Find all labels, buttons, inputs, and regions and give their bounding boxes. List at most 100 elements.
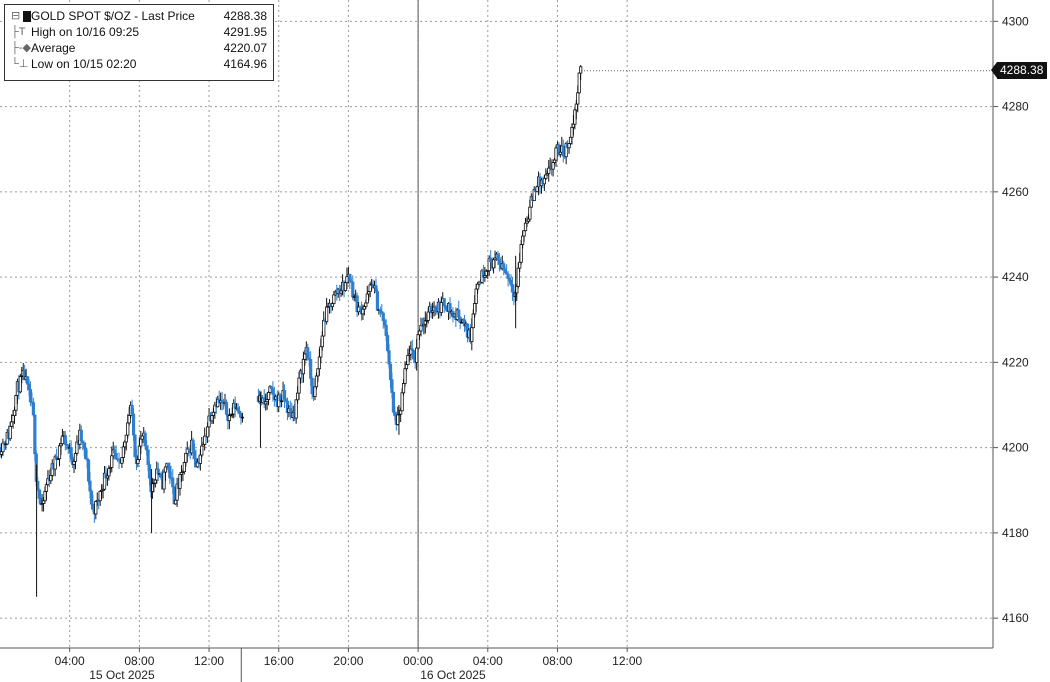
x-tick-label: 00:00 [403,654,433,668]
x-tick-label: 04:00 [473,654,503,668]
candle-body [84,447,88,460]
candle-body [542,177,546,185]
candle-body [114,452,118,460]
y-tick-label: 4220 [1002,355,1029,369]
candle-body [519,244,523,263]
collapse-icon[interactable]: ⊟ [11,8,31,24]
candle-body [306,347,310,359]
candle-body [391,392,396,413]
candle-body [551,162,555,170]
candle-body [576,92,580,105]
candle-body [60,435,65,445]
candle-body [120,457,124,464]
candle-body [33,414,37,455]
candle-body [140,435,144,440]
candle-body [127,414,131,424]
x-tick-label: 08:00 [124,654,154,668]
candle-body [31,402,35,416]
candle-body [126,422,130,436]
candle-body [240,416,245,419]
candle-body [239,413,243,418]
legend-row-high: ├T High on 10/16 09:25 4291.95 [11,24,267,40]
candle-body [388,363,393,381]
candle-body [153,479,157,484]
candle-body [476,283,480,290]
candle-body [146,449,150,466]
candle-body [73,452,78,462]
candle-body [49,474,53,482]
candle-body [568,136,573,144]
low-marker-icon: └⊥ [11,58,29,70]
candle-body [139,438,143,447]
candle-body [89,490,94,505]
legend-row-low: └⊥ Low on 10/15 02:20 4164.96 [11,56,267,72]
candle-body [544,174,548,179]
x-tick-label: 12:00 [612,654,642,668]
candle-body [417,330,422,336]
candle-body [332,294,336,304]
candle-body [471,313,475,329]
legend-row-average: ├-◆ Average 4220.07 [11,40,267,56]
last-price-badge: 4288.38 [990,62,1048,80]
candle-body [489,257,493,263]
candle-body [133,434,137,457]
candle-body [386,335,390,352]
candle-body [320,335,324,348]
legend-row-value: 4164.96 [223,57,267,71]
candle-body [439,302,443,313]
y-tick-label: 4200 [1002,441,1029,455]
x-tick-label: 20:00 [333,654,363,668]
candle-body [121,446,125,458]
candle-body [330,303,335,308]
candle-body [28,389,33,403]
candle-body [574,103,578,111]
candle-body [510,284,515,293]
candle-body [166,462,170,467]
candle-body [297,377,301,394]
candle-body [535,186,539,193]
candle-body [473,303,477,315]
candle-body [381,312,385,322]
y-tick-label: 4240 [1002,270,1029,284]
candle-body [301,358,306,375]
legend-last-price: 4288.38 [223,9,267,23]
x-tick-label: 12:00 [194,654,224,668]
y-tick-label: 4180 [1002,526,1029,540]
candle-body [521,235,525,245]
candle-body [309,359,313,379]
legend-title-row: ⊟ GOLD SPOT $/OZ - Last Price 4288.38 [11,8,267,24]
high-marker-icon: ├T [11,26,26,38]
candle-body [365,293,369,304]
candle-body [200,445,204,456]
candle-body [442,298,446,307]
candle-body [310,377,314,395]
candle-body [130,404,134,415]
legend-row-value: 4220.07 [223,41,267,55]
x-tick-label: 16:00 [264,654,294,668]
candle-body [571,123,576,128]
candle-body [561,145,565,157]
candle-body [143,432,147,447]
y-tick-label: 4260 [1002,185,1029,199]
candle-body [393,411,397,417]
candle-body [401,383,406,394]
candle-body [294,399,298,419]
series-square-icon [23,10,31,22]
candle-body [361,308,365,315]
candle-body [374,285,378,292]
candle-body [282,390,287,400]
candle-body [412,350,416,360]
candle-body [457,309,461,318]
candle-body [271,388,275,395]
candle-body [266,391,271,400]
candle-body [506,273,510,279]
candle-body [406,354,410,366]
candle-body [168,465,172,479]
candle-body [426,311,430,321]
candles-layer [0,64,583,597]
candle-body [383,320,387,326]
candle-body [433,306,438,312]
candle-body [147,464,152,479]
candle-body [227,415,231,422]
candle-body [224,401,229,415]
